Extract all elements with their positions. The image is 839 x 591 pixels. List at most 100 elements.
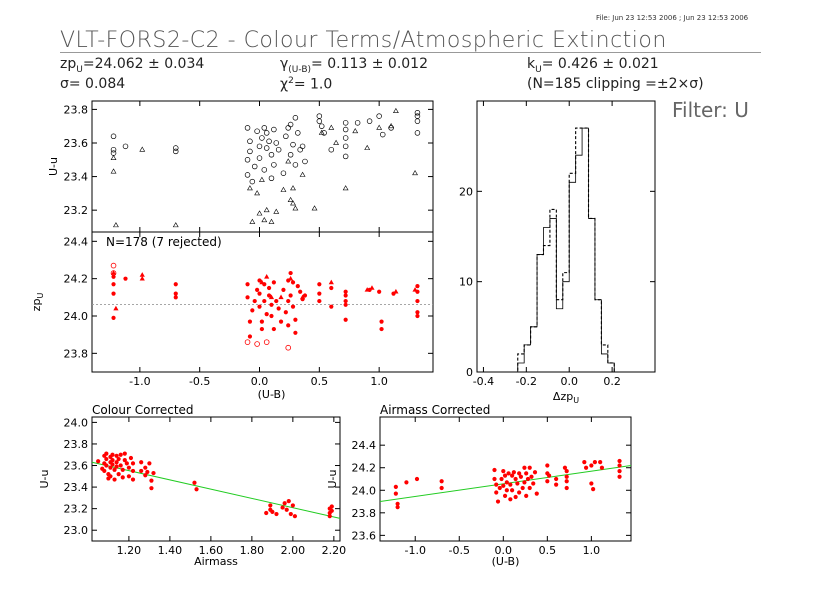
colour-corrected-xtick-label: 2.20	[322, 544, 347, 557]
top-raw-point	[110, 146, 117, 153]
top-raw-point	[256, 143, 263, 150]
airmass-corrected-point	[564, 474, 569, 479]
top-raw-point	[292, 162, 299, 168]
airmass-corrected-point	[599, 465, 605, 470]
colour-corrected-point	[286, 499, 291, 504]
zp-point	[257, 291, 262, 296]
zp-point	[343, 302, 348, 307]
top-raw-point	[244, 125, 251, 131]
top-raw-point	[261, 167, 268, 173]
airmass-corrected-point	[617, 463, 622, 468]
top-raw-point	[376, 113, 382, 119]
zp-point	[317, 291, 322, 296]
airmass-corrected-point	[513, 476, 518, 482]
zp-point	[257, 278, 262, 283]
zp-point	[290, 304, 296, 309]
zp-point	[173, 295, 178, 300]
top-raw-point	[392, 107, 399, 113]
zp-point	[288, 275, 294, 281]
top-raw-point	[273, 208, 280, 214]
airmass-corrected-ytick-label: 24.4	[352, 439, 377, 452]
colour-corrected-point	[108, 465, 113, 470]
top-raw-point	[299, 171, 306, 177]
zp-point	[286, 298, 291, 304]
zp-point	[111, 315, 116, 320]
top-raw-point	[173, 148, 179, 155]
airmass-corrected-ytick-label: 24.2	[352, 462, 377, 475]
colour-corrected-fit-line	[91, 461, 341, 519]
zp-point	[415, 310, 420, 315]
colour-corrected-xtick-label: 1.20	[117, 544, 142, 557]
k-stat: kU= 0.426 ± 0.021	[527, 56, 659, 75]
airmass-corrected-point	[393, 484, 398, 489]
zp-point	[266, 285, 272, 291]
airmass-corrected-point	[393, 491, 398, 496]
zp-point	[269, 302, 274, 307]
zp-point	[379, 319, 384, 324]
zp-point	[247, 334, 253, 339]
top-raw-point	[321, 130, 327, 136]
zp-point	[415, 313, 420, 319]
top-raw-point	[299, 143, 306, 150]
hist-xtick-label: -0.4	[473, 375, 494, 388]
top-raw-point	[297, 146, 303, 153]
top-raw-point	[316, 118, 323, 124]
top-raw-point	[113, 222, 119, 228]
airmass-corrected-point	[532, 470, 538, 475]
colour-corrected-ytick-label: 23.8	[64, 438, 89, 451]
top-raw-point	[110, 154, 117, 161]
top-raw-point	[342, 126, 349, 133]
top-raw-point	[285, 158, 292, 164]
colour-corrected-point	[284, 507, 289, 512]
colour-corrected-xlabel: Airmass	[194, 555, 238, 568]
zp-point	[299, 294, 306, 300]
residuals-frame	[476, 100, 656, 373]
top-raw-point	[366, 118, 373, 124]
top-raw-point	[268, 151, 275, 158]
top-raw-ytick-label: 23.8	[64, 103, 89, 116]
airmass-corrected-point	[508, 482, 513, 487]
airmass-corrected-point	[529, 474, 534, 479]
colour-corrected-point	[130, 461, 136, 466]
airmass-corrected-point	[583, 465, 589, 470]
airmass-corrected-ytick-label: 24.0	[352, 484, 377, 497]
colour-corrected-point	[110, 462, 115, 467]
colour-corrected-point	[120, 467, 125, 472]
zp-point	[412, 287, 418, 292]
airmass-corrected-point	[508, 497, 513, 502]
top-raw-point	[271, 162, 277, 168]
zp-point	[295, 284, 300, 289]
top-raw-point	[110, 168, 117, 174]
colour-corrected-point	[112, 467, 117, 472]
colour-corrected-xtick-label: 1.80	[240, 544, 265, 557]
top-raw-point	[342, 185, 349, 191]
histogram-solid	[479, 127, 647, 373]
colour-corrected-point	[108, 474, 113, 479]
colour-corrected-point	[290, 503, 295, 508]
colour-corrected-point	[149, 486, 154, 491]
airmass-corrected-point	[554, 482, 559, 487]
colour-corrected-point	[110, 458, 115, 463]
colour-corrected-xtick-label: 1.40	[158, 544, 183, 557]
airmass-corrected-point	[546, 473, 552, 478]
airmass-corrected-point	[522, 465, 527, 470]
zp-point	[293, 317, 298, 322]
zp-point	[288, 270, 293, 276]
top-raw-point	[244, 172, 251, 178]
colour-corrected-point	[194, 487, 199, 492]
colour-corrected-point	[327, 514, 332, 519]
top-raw-point	[275, 146, 282, 153]
top-raw-point	[173, 145, 179, 151]
top-raw-point	[247, 138, 253, 145]
sigma-stat: σ= 0.084	[60, 76, 126, 92]
top-raw-point	[172, 222, 179, 228]
zp-point	[377, 289, 382, 294]
zp-point	[259, 279, 265, 285]
hist-xtick-label: 0.2	[603, 375, 621, 388]
top-raw-point	[379, 131, 386, 138]
colour-corrected-point	[192, 480, 197, 485]
zp-point	[110, 270, 117, 275]
airmass-corrected-point	[515, 481, 520, 486]
airmass-corrected-point	[511, 470, 516, 475]
